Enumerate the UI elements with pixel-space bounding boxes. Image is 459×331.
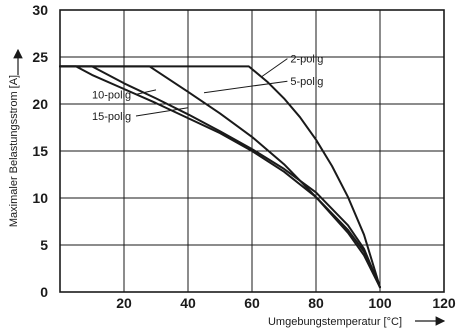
y-tick-label: 0 <box>40 284 48 300</box>
y-tick-label: 5 <box>40 237 48 253</box>
x-tick-label: 80 <box>308 295 324 311</box>
annotation-leader-2 <box>203 80 288 94</box>
series-line-3 <box>59 65 381 289</box>
x-tick-label: 120 <box>432 295 456 311</box>
y-tick-label: 10 <box>32 190 48 206</box>
x-tick-label: 40 <box>180 295 196 311</box>
annotation-label: 15-polig <box>92 111 131 123</box>
series-group <box>59 65 381 289</box>
x-axis-label: Umgebungstemperatur [°C] <box>268 316 402 328</box>
grid <box>60 10 444 292</box>
y-axis-label: Maximaler Belastungsstrom [A] <box>8 75 20 227</box>
x-tick-label: 20 <box>116 295 132 311</box>
plot-frame <box>59 9 445 293</box>
annotation-label: 10-polig <box>92 89 131 101</box>
y-tick-label: 30 <box>32 2 48 18</box>
series-line-4 <box>59 65 381 289</box>
y-tick-label: 20 <box>32 96 48 112</box>
y-tick-label: 15 <box>32 143 48 159</box>
series-line-1 <box>59 65 381 289</box>
annotation-leader-4 <box>135 107 189 117</box>
series-line-2 <box>59 65 381 289</box>
x-tick-label: 100 <box>368 295 392 311</box>
annotation-group: 2-polig 5-polig 10-polig 15-polig <box>92 54 323 123</box>
annotation-leader-1 <box>261 58 288 78</box>
y-tick-label: 25 <box>32 49 48 65</box>
x-tick-label: 60 <box>244 295 260 311</box>
annotation-label: 2-polig <box>290 54 323 66</box>
annotation-leader-3 <box>135 89 157 95</box>
annotation-label: 5-polig <box>290 76 323 88</box>
tick-labels: 0 5 10 15 20 25 30 20 40 60 80 100 120 <box>32 2 455 311</box>
